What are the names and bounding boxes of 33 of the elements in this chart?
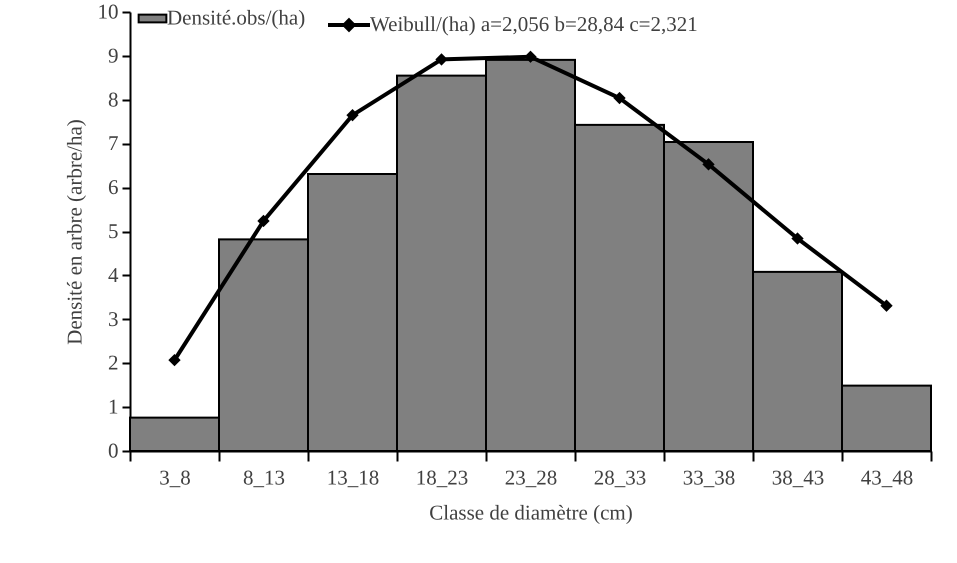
y-tick-label: 8 xyxy=(108,87,118,112)
point xyxy=(792,232,804,244)
x-tick-label: 13_18 xyxy=(326,466,380,490)
x-tick-label: 38_43 xyxy=(772,466,824,490)
y-tick-label: 0 xyxy=(108,438,118,462)
y-tick-label: 7 xyxy=(108,131,118,156)
x-axis-title: Classe de diamètre (cm) xyxy=(429,500,633,524)
y-tick-label: 5 xyxy=(108,219,118,243)
y-tick-label: 1 xyxy=(108,394,118,419)
x-tick-label: 43_48 xyxy=(860,466,914,490)
point xyxy=(702,158,714,170)
y-tick-label: 9 xyxy=(108,43,118,68)
y-axis-title: Densité en arbre (arbre/ha) xyxy=(62,119,86,345)
legend-label: Densité.obs/(ha) xyxy=(167,6,306,30)
point xyxy=(258,215,270,227)
x-tick-label: 18_23 xyxy=(416,466,468,490)
y-tick-label: 2 xyxy=(108,350,118,375)
x-tick-label: 8_13 xyxy=(243,466,285,490)
point xyxy=(880,300,892,312)
point xyxy=(168,354,180,366)
y-tick-label: 6 xyxy=(108,175,118,200)
x-tick-label: 3_8 xyxy=(159,466,191,490)
point xyxy=(346,109,358,121)
legend-label: Weibull/(ha) a=2,056 b=28,84 c=2,321 xyxy=(370,12,698,36)
x-tick-label: 23_28 xyxy=(504,466,558,490)
y-tick-label: 4 xyxy=(108,262,119,287)
point xyxy=(436,54,448,66)
point xyxy=(524,51,536,63)
y-tick-label: 3 xyxy=(108,306,118,331)
x-tick-label: 28_33 xyxy=(594,466,646,490)
x-tick-label: 33_38 xyxy=(682,466,736,490)
point xyxy=(614,92,626,104)
y-tick-label: 10 xyxy=(98,0,118,24)
